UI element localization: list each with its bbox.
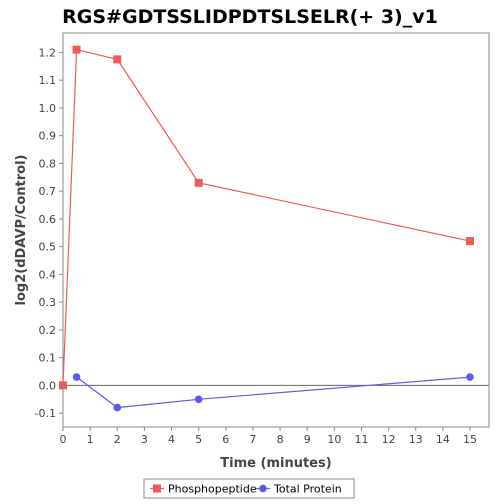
legend-box xyxy=(143,478,355,499)
x-tick-label: 4 xyxy=(168,433,175,446)
x-tick-label: 10 xyxy=(327,433,341,446)
y-tick-label: 0.1 xyxy=(39,352,57,365)
legend: Phosphopeptide Total Protein xyxy=(143,478,355,499)
x-tick-label: 14 xyxy=(436,433,450,446)
legend-label-1: Total Protein xyxy=(273,483,342,496)
data-point-square xyxy=(466,237,475,246)
y-tick-label: -0.1 xyxy=(35,407,56,420)
x-tick-label: 0 xyxy=(60,433,67,446)
y-tick-label: 0.2 xyxy=(39,324,57,337)
x-tick-label: 8 xyxy=(277,433,284,446)
y-tick-label: 1.0 xyxy=(39,102,57,115)
x-axis-ticks: 0 1 2 3 4 5 6 7 8 9 10 11 12 13 14 15 xyxy=(60,427,477,446)
series-layer xyxy=(59,45,475,412)
x-tick-label: 12 xyxy=(382,433,396,446)
data-point-circle xyxy=(72,373,81,381)
data-point-square xyxy=(72,45,81,54)
legend-label-0: Phosphopeptide xyxy=(168,483,257,496)
series-line-1 xyxy=(76,376,471,409)
x-tick-label: 5 xyxy=(195,433,202,446)
data-point-square xyxy=(194,178,203,187)
y-tick-label: 1.1 xyxy=(39,74,57,87)
x-tick-label: 11 xyxy=(354,433,368,446)
x-tick-label: 3 xyxy=(141,433,148,446)
y-tick-label: 0.9 xyxy=(39,130,57,143)
y-tick-label: 0.5 xyxy=(39,241,57,254)
y-tick-label: 0.8 xyxy=(39,157,57,170)
data-point-square xyxy=(113,55,122,64)
plot-area xyxy=(62,32,490,428)
legend-marker-circle xyxy=(259,484,267,493)
y-tick-label: 1.2 xyxy=(39,46,57,59)
x-tick-label: 6 xyxy=(222,433,229,446)
x-tick-label: 15 xyxy=(463,433,477,446)
x-tick-label: 13 xyxy=(409,433,423,446)
x-tick-label: 1 xyxy=(87,433,94,446)
x-tick-label: 7 xyxy=(249,433,256,446)
x-axis-label: Time (minutes) xyxy=(220,456,331,471)
data-point-circle xyxy=(113,403,122,412)
y-axis-ticks: -0.1 0.0 0.1 0.2 0.3 0.4 0.5 0.6 0.7 0.8 0.9 1.0 1.1… xyxy=(35,46,63,420)
data-point-circle xyxy=(194,395,203,404)
y-tick-label: 0.4 xyxy=(39,268,57,281)
legend-marker-square xyxy=(153,484,161,493)
y-tick-label: 0.0 xyxy=(39,379,57,392)
data-point-square xyxy=(59,381,67,390)
legend-items: Phosphopeptide Total Protein xyxy=(150,483,342,496)
chart-title: RGS#GDTSSLIDPDTSLSELR(+ 3)_v1 xyxy=(62,6,438,28)
y-tick-label: 0.3 xyxy=(39,296,57,309)
y-tick-label: 0.6 xyxy=(39,213,57,226)
data-point-circle xyxy=(466,373,474,381)
x-tick-label: 9 xyxy=(304,433,311,446)
x-tick-label: 2 xyxy=(114,433,121,446)
y-axis-label: log2(dDAVP/Control) xyxy=(14,155,29,306)
y-tick-label: 0.7 xyxy=(39,185,57,198)
